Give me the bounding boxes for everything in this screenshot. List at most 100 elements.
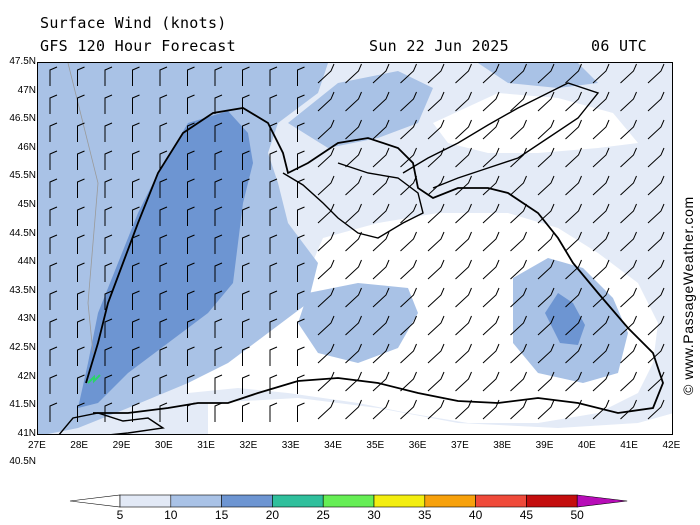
wind-barb [269,206,278,226]
wind-barb [592,91,610,112]
wind-barb [482,203,500,224]
wind-barb [49,262,58,282]
wind-barb [159,150,168,170]
wind-barb [269,374,278,394]
wind-barb [620,175,637,196]
legend-cell [170,494,222,508]
wind-barb [537,91,555,112]
wind-barb [345,259,362,280]
wind-barb [317,371,335,392]
wind-barbs [49,63,665,422]
wind-barb [269,150,278,170]
wind-barb [565,175,582,196]
wind-barb [345,175,362,196]
wind-barb [297,262,305,282]
wind-barb [400,147,417,168]
wind-barb [317,315,335,336]
wind-barb [372,63,390,84]
wind-barb [49,234,58,254]
wind-barb [132,346,140,366]
lat-label: 47N [17,84,36,96]
wind-barb [214,318,223,338]
wind-map-canvas [38,63,672,434]
wind-barb [269,402,278,422]
wind-barb [482,399,500,420]
map-title: Surface Wind (knots) [40,14,227,32]
wind-barb [565,259,582,280]
wind-barb [187,66,195,86]
wind-barb [297,318,305,338]
lon-label: 31E [197,440,215,451]
wind-highlight-marker [87,374,101,384]
wind-barb [427,147,445,168]
wind-barb [565,119,582,140]
lon-label: 33E [281,440,300,451]
wind-barb [242,178,250,198]
wind-barb [565,343,582,364]
wind-barb [159,346,168,366]
wind-barb [647,399,665,420]
wind-barb [345,371,362,392]
wind-barb [104,402,113,422]
wind-barb [427,371,445,392]
wind-barb [537,231,555,252]
wind-barb [345,315,362,336]
wind-barb [104,318,113,338]
wind-barb [510,203,527,224]
wind-barb [620,343,637,364]
wind-barb [297,94,305,114]
wind-barb [132,94,140,114]
forecast-subtitle: GFS 120 Hour Forecast [40,37,236,55]
wind-barb [620,259,637,280]
wind-barb [269,66,278,86]
wind-barb [455,399,472,420]
wind-barb [242,290,250,310]
wind-barb [317,91,335,112]
wind-barb [269,122,278,142]
wind-barb [400,231,417,252]
wind-barb [647,175,665,196]
wind-barb [592,63,610,84]
wind-barb [592,371,610,392]
wind-barb [77,402,85,422]
wind-barb [77,150,85,170]
wind-barb [455,175,472,196]
legend-label: 50 [570,508,584,522]
wind-barb [427,343,445,364]
wind-barb [187,402,195,422]
lon-label: 37E [451,440,469,451]
wind-barb [132,234,140,254]
legend-cell [424,494,476,508]
lon-label: 36E [408,440,427,451]
wind-barb [427,119,445,140]
wind-barb [565,399,582,420]
wind-barb [537,147,555,168]
lat-label: 46.5N [9,113,36,125]
wind-barb [297,122,305,142]
wind-barb [345,147,362,168]
wind-barb [482,119,500,140]
wind-barb [317,119,335,140]
wind-barb [104,178,113,198]
wind-barb [620,399,637,420]
wind-barb [565,147,582,168]
wind-barb [455,287,472,308]
wind-barb [620,371,637,392]
wind-barb [510,343,527,364]
wind-barb [510,119,527,140]
wind-barb [565,371,582,392]
wind-barb [214,402,223,422]
wind-barb [49,318,58,338]
wind-barb [372,119,390,140]
wind-barb [510,63,527,84]
wind-barb [482,175,500,196]
wind-barb [317,175,335,196]
wind-barb [242,402,250,422]
lon-label: 41E [620,440,638,451]
lat-label: 44.5N [9,227,36,239]
wind-barb [187,150,195,170]
wind-barb [77,262,85,282]
wind-barb [49,346,58,366]
wind-barb [104,346,113,366]
wind-barb [242,374,250,394]
